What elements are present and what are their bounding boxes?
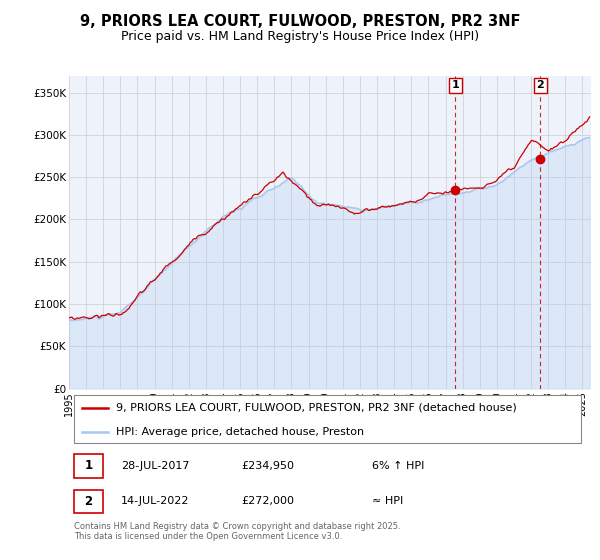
Text: 1: 1 [451, 80, 459, 90]
FancyBboxPatch shape [74, 395, 581, 444]
Text: HPI: Average price, detached house, Preston: HPI: Average price, detached house, Pres… [116, 427, 364, 437]
FancyBboxPatch shape [74, 454, 103, 478]
Text: 2: 2 [84, 495, 92, 508]
FancyBboxPatch shape [74, 489, 103, 514]
Text: 14-JUL-2022: 14-JUL-2022 [121, 497, 190, 506]
Text: 9, PRIORS LEA COURT, FULWOOD, PRESTON, PR2 3NF: 9, PRIORS LEA COURT, FULWOOD, PRESTON, P… [80, 14, 520, 29]
Text: Contains HM Land Registry data © Crown copyright and database right 2025.
This d: Contains HM Land Registry data © Crown c… [74, 522, 401, 541]
Text: 6% ↑ HPI: 6% ↑ HPI [372, 461, 424, 470]
Text: Price paid vs. HM Land Registry's House Price Index (HPI): Price paid vs. HM Land Registry's House … [121, 30, 479, 43]
Text: 9, PRIORS LEA COURT, FULWOOD, PRESTON, PR2 3NF (detached house): 9, PRIORS LEA COURT, FULWOOD, PRESTON, P… [116, 403, 517, 413]
Text: ≈ HPI: ≈ HPI [372, 497, 403, 506]
Text: 1: 1 [84, 459, 92, 472]
Text: £272,000: £272,000 [241, 497, 294, 506]
Text: 28-JUL-2017: 28-JUL-2017 [121, 461, 190, 470]
Text: £234,950: £234,950 [241, 461, 294, 470]
Text: 2: 2 [536, 80, 544, 90]
